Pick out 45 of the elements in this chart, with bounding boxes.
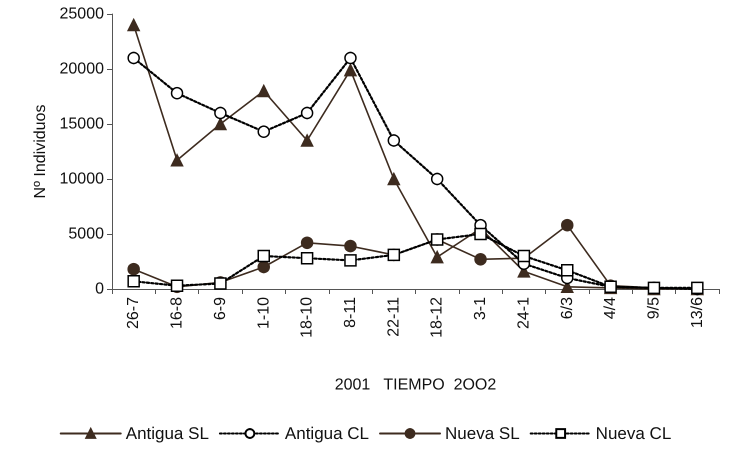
point xyxy=(214,118,227,130)
x-tick-label: 18-10 xyxy=(298,296,316,338)
y-tick-label: 5000 xyxy=(68,226,104,242)
x-tick-label: 9/5 xyxy=(645,296,662,320)
point xyxy=(170,154,184,167)
legend-label: Antigua SL xyxy=(126,424,209,443)
legend-label: Antigua CL xyxy=(284,424,370,443)
point xyxy=(300,252,314,264)
point xyxy=(344,64,357,76)
y-axis-title: Nº Individuos xyxy=(32,104,50,198)
x-tick-label: 16-8 xyxy=(168,296,186,330)
x-tick-label: 6-9 xyxy=(212,296,229,320)
point xyxy=(344,254,357,267)
point xyxy=(474,253,487,266)
x-tick-label: 4/4 xyxy=(602,296,620,320)
y-tick-label: 25000 xyxy=(60,6,104,22)
y-tick-label: 20000 xyxy=(60,60,104,78)
point xyxy=(127,262,140,276)
x-tick-label: 8-11 xyxy=(342,296,359,328)
point xyxy=(388,172,400,186)
x-tick-label: 1-10 xyxy=(255,296,272,330)
point xyxy=(258,260,270,274)
point xyxy=(300,134,314,147)
point xyxy=(344,240,357,252)
y-tick-label: 15000 xyxy=(60,116,104,132)
legend-label: Nueva CL xyxy=(596,424,672,443)
y-tick-label: 0 xyxy=(95,280,104,298)
legend-label: Nueva SL xyxy=(445,424,520,443)
x-tick-label: 6/3 xyxy=(558,296,576,320)
point xyxy=(561,218,574,232)
x-tick-label: 24-1 xyxy=(515,296,532,330)
point xyxy=(127,18,140,32)
point xyxy=(258,250,270,262)
x-tick-label: 13/6 xyxy=(688,296,706,328)
point xyxy=(561,264,574,277)
point xyxy=(474,228,487,240)
x-tick-label: 3-1 xyxy=(472,296,490,320)
x-axis-title: 2001 TIEMPO 2OO2 xyxy=(334,376,496,394)
point xyxy=(300,236,314,250)
x-tick-label: 18-12 xyxy=(428,296,446,338)
point xyxy=(430,250,444,264)
point xyxy=(258,84,270,98)
x-tick-label: 26-7 xyxy=(125,296,142,330)
y-tick-label: 10000 xyxy=(60,170,104,188)
x-tick-label: 22-11 xyxy=(385,296,402,337)
